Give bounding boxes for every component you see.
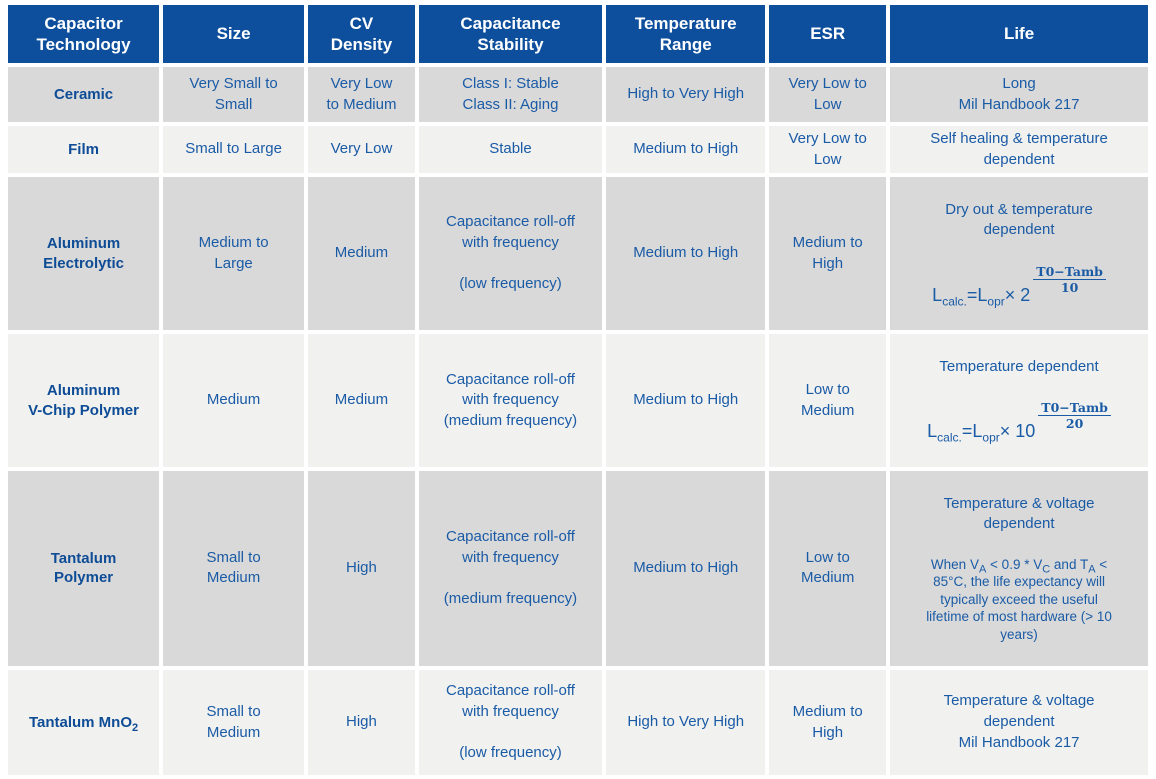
mno2-subscript: 2	[132, 721, 139, 734]
cell-technology: Aluminum V-Chip Polymer	[8, 334, 160, 467]
table-row-aluminum-electrolytic: Aluminum Electrolytic Medium to Large Me…	[8, 177, 1148, 331]
exponent-fraction: T0−Tamb 10	[1033, 264, 1106, 295]
cell-esr: Medium to High	[769, 670, 887, 776]
table-row-aluminum-vchip-polymer: Aluminum V-Chip Polymer Medium Medium Ca…	[8, 334, 1148, 467]
table-row-tantalum-mno2: Tantalum MnO2 Small to Medium High Capac…	[8, 670, 1148, 776]
header-cell-cv-density: CV Density	[308, 5, 415, 63]
cell-technology: Film	[8, 126, 160, 173]
cell-capacitance-stability: Capacitance roll-off with frequency (med…	[418, 470, 603, 667]
cell-temperature-range: Medium to High	[606, 177, 766, 331]
cell-cv-density: Medium	[308, 334, 415, 467]
cell-life: Temperature & voltage dependent When VA …	[890, 470, 1148, 667]
capacitor-comparison-page: Capacitor Technology Size CV Density Cap…	[8, 5, 1148, 776]
cell-size: Very Small to Small	[163, 67, 305, 122]
cell-capacitance-stability: Capacitance roll-off with frequency (low…	[418, 177, 603, 331]
cell-size: Small to Medium	[163, 470, 305, 667]
life-formula: Lcalc.=Lopr× 2 T0−Tamb 10	[894, 264, 1144, 308]
cell-cv-density: Medium	[308, 177, 415, 331]
cell-life: Long Mil Handbook 217	[890, 67, 1148, 122]
cell-cv-density: Very Low to Medium	[308, 67, 415, 122]
cell-esr: Low to Medium	[769, 470, 887, 667]
cell-life: Temperature dependent Lcalc.=Lopr× 10 T0−T…	[890, 334, 1148, 467]
cell-temperature-range: High to Very High	[606, 670, 766, 776]
cell-cv-density: High	[308, 670, 415, 776]
cell-size: Medium	[163, 334, 305, 467]
cell-temperature-range: High to Very High	[606, 67, 766, 122]
cell-capacitance-stability: Capacitance roll-off with frequency (med…	[418, 334, 603, 467]
cell-size: Small to Medium	[163, 670, 305, 776]
cell-capacitance-stability: Class I: Stable Class II: Aging	[418, 67, 603, 122]
cell-temperature-range: Medium to High	[606, 470, 766, 667]
header-cell-temperature-range: Temperature Range	[606, 5, 766, 63]
cell-technology: Tantalum MnO2	[8, 670, 160, 776]
cell-life: Self healing & temperature dependent	[890, 126, 1148, 173]
header-cell-size: Size	[163, 5, 305, 63]
capacitor-comparison-table: Capacitor Technology Size CV Density Cap…	[4, 1, 1152, 779]
life-description: Temperature dependent	[939, 357, 1099, 375]
header-cell-esr: ESR	[769, 5, 887, 63]
cell-size: Small to Large	[163, 126, 305, 173]
cell-technology: Aluminum Electrolytic	[8, 177, 160, 331]
cell-life: Temperature & voltage dependent Mil Hand…	[890, 670, 1148, 776]
cell-capacitance-stability: Stable	[418, 126, 603, 173]
cell-life: Dry out & temperature dependent Lcalc.=L…	[890, 177, 1148, 331]
cell-technology: Ceramic	[8, 67, 160, 122]
cell-esr: Low to Medium	[769, 334, 887, 467]
cell-size: Medium to Large	[163, 177, 305, 331]
table-row-film: Film Small to Large Very Low Stable Medi…	[8, 126, 1148, 173]
cell-temperature-range: Medium to High	[606, 126, 766, 173]
cell-capacitance-stability: Capacitance roll-off with frequency (low…	[418, 670, 603, 776]
life-formula: Lcalc.=Lopr× 10 T0−Tamb 20	[894, 400, 1144, 444]
header-cell-life: Life	[890, 5, 1148, 63]
table-row-tantalum-polymer: Tantalum Polymer Small to Medium High Ca…	[8, 470, 1148, 667]
cell-temperature-range: Medium to High	[606, 334, 766, 467]
header-row: Capacitor Technology Size CV Density Cap…	[8, 5, 1148, 63]
exponent-fraction: T0−Tamb 20	[1038, 400, 1111, 431]
header-cell-capacitor-technology: Capacitor Technology	[8, 5, 160, 63]
cell-cv-density: Very Low	[308, 126, 415, 173]
life-note: When VA < 0.9 * VC and TA < 85°C, the li…	[926, 556, 1112, 642]
cell-technology: Tantalum Polymer	[8, 470, 160, 667]
life-description: Dry out & temperature dependent	[945, 200, 1093, 239]
cell-esr: Very Low to Low	[769, 67, 887, 122]
cell-esr: Very Low to Low	[769, 126, 887, 173]
table-row-ceramic: Ceramic Very Small to Small Very Low to …	[8, 67, 1148, 122]
cell-cv-density: High	[308, 470, 415, 667]
life-description: Temperature & voltage dependent	[943, 494, 1095, 533]
cell-esr: Medium to High	[769, 177, 887, 331]
header-cell-capacitance-stability: Capacitance Stability	[418, 5, 603, 63]
